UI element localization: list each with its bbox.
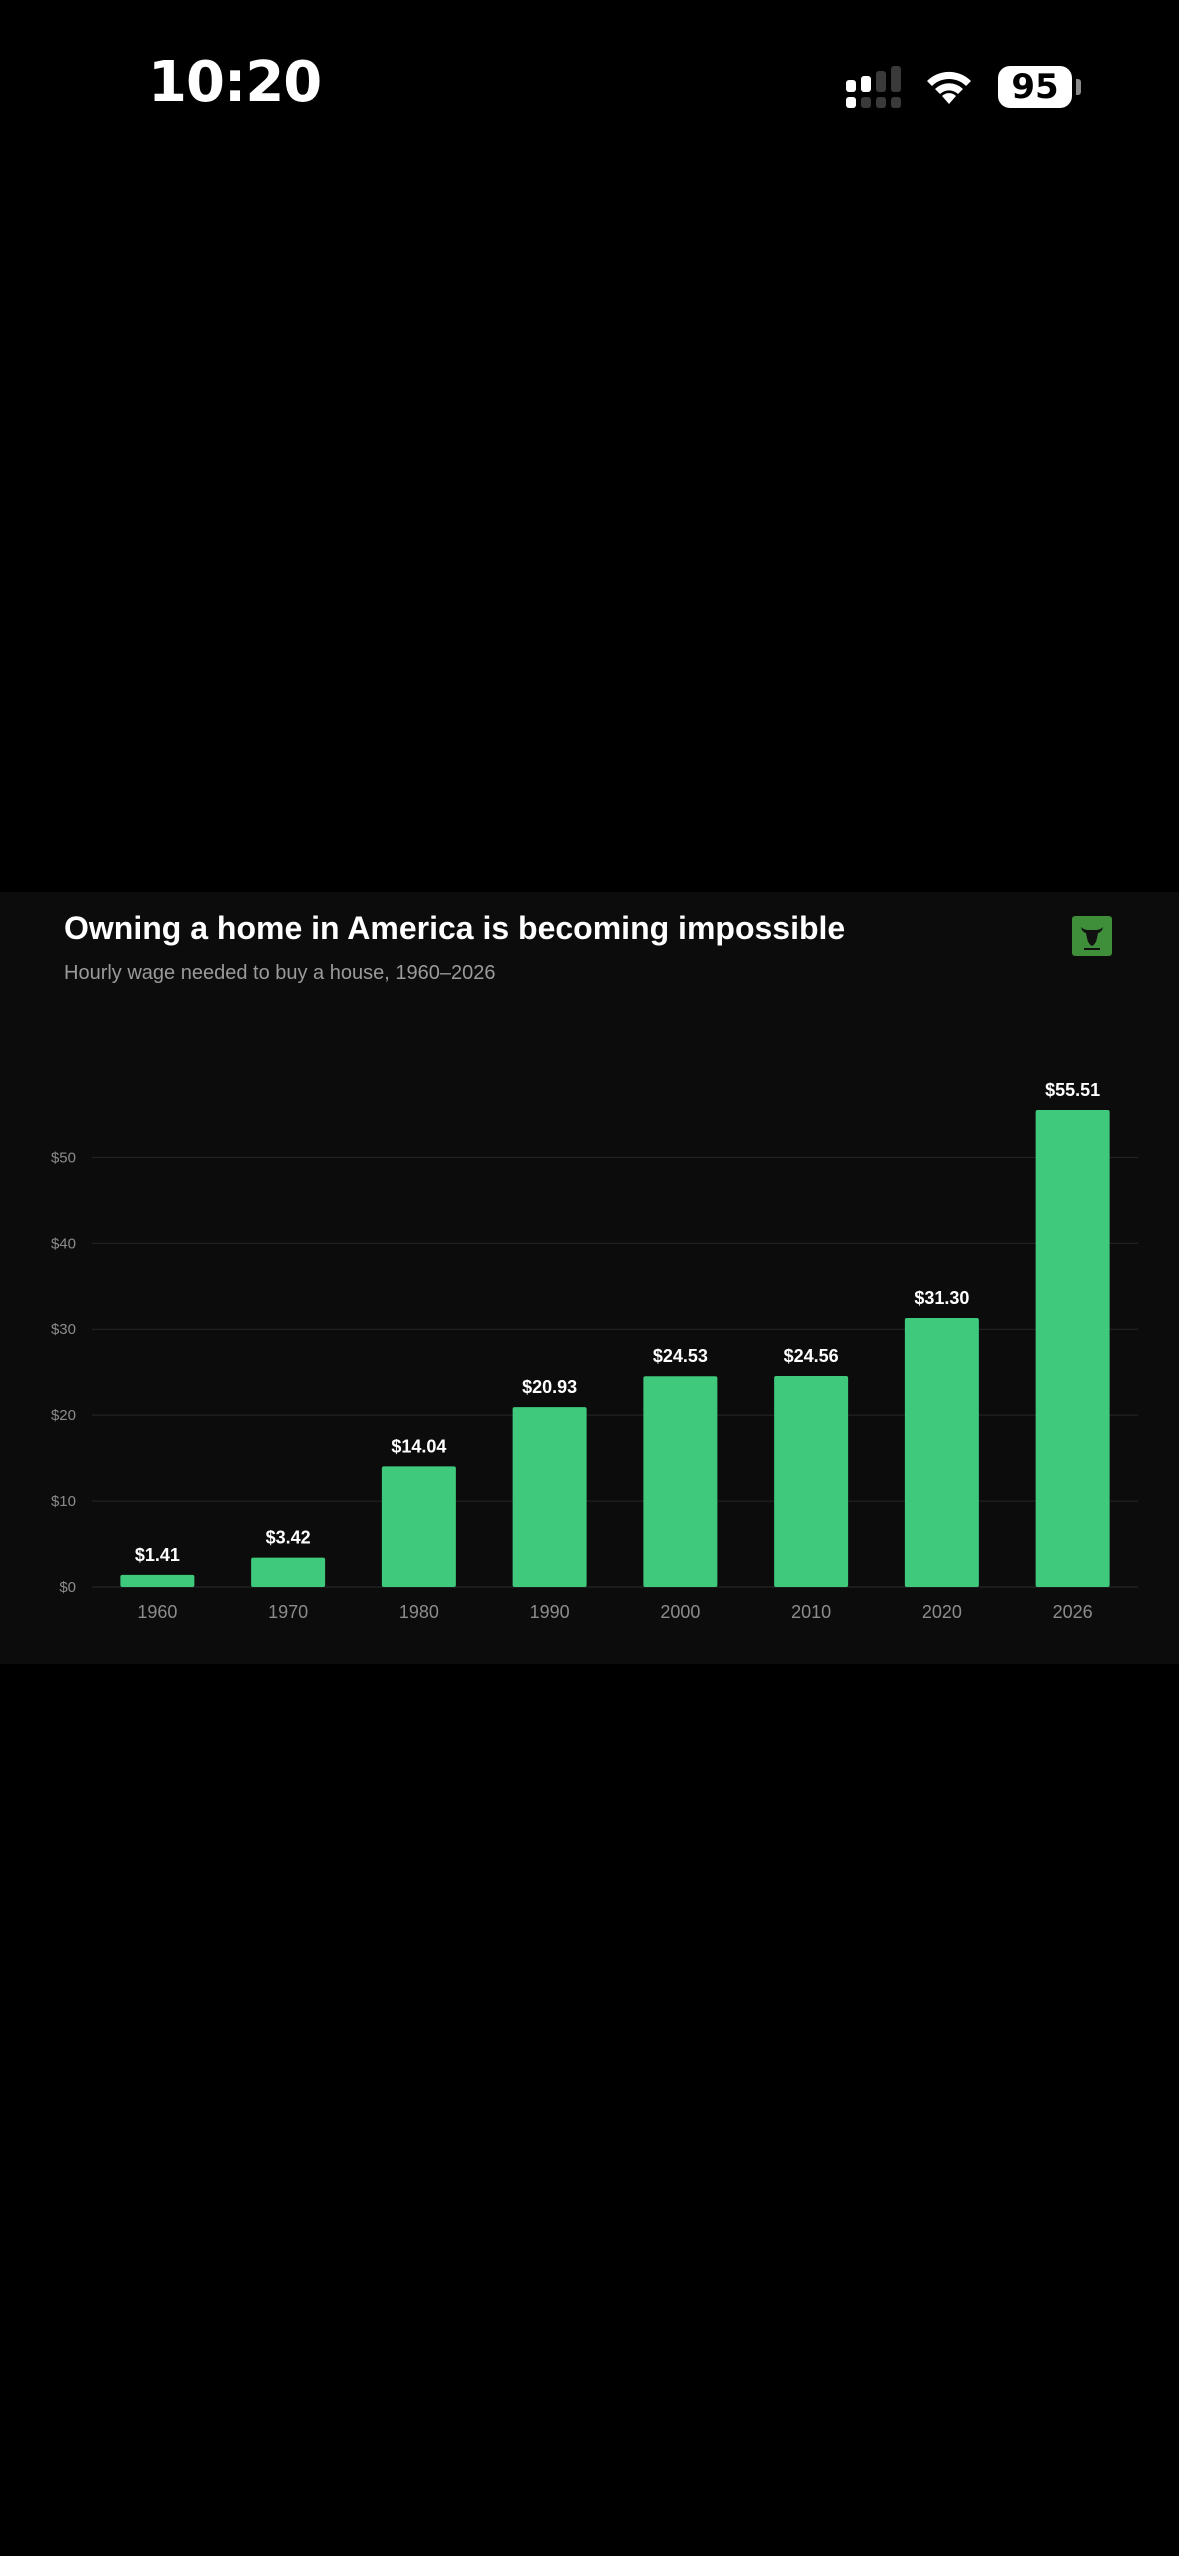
y-tick-label: $30: [51, 1321, 76, 1338]
bull-icon: [1081, 927, 1103, 950]
cellular-signal-icon: [846, 66, 901, 108]
x-tick-label: 2000: [660, 1602, 700, 1622]
battery-cap: [1076, 79, 1081, 95]
data-label: $24.56: [784, 1346, 839, 1366]
bar: [251, 1557, 326, 1587]
bar: [1035, 1110, 1110, 1587]
brand-logo: [1072, 916, 1112, 956]
y-tick-label: $10: [51, 1493, 76, 1510]
status-time: 10:20: [148, 50, 322, 115]
data-label: $24.53: [653, 1346, 708, 1366]
data-label: $31.30: [914, 1288, 969, 1308]
data-label: $20.93: [522, 1377, 577, 1397]
bar: [120, 1574, 195, 1587]
y-tick-label: $20: [51, 1407, 76, 1424]
chart-card: Owning a home in America is becoming imp…: [0, 892, 1179, 1664]
bar: [643, 1376, 718, 1587]
battery-icon: 95: [998, 66, 1081, 108]
bar: [381, 1466, 456, 1587]
battery-level: 95: [998, 66, 1072, 108]
chart-title: Owning a home in America is becoming imp…: [64, 910, 846, 946]
x-tick-label: 1980: [399, 1602, 439, 1622]
x-tick-label: 1970: [268, 1602, 308, 1622]
x-tick-label: 1960: [137, 1602, 177, 1622]
bar: [904, 1318, 979, 1587]
x-tick-label: 1990: [530, 1602, 570, 1622]
data-label: $1.41: [135, 1545, 180, 1565]
x-tick-label: 2020: [922, 1602, 962, 1622]
x-tick-label: 2010: [791, 1602, 831, 1622]
data-label: $55.51: [1045, 1080, 1100, 1100]
bar-chart: $0 $10 $20 $30 $40 $50 $1.41 1960 $3.42 1970 $14.0…: [51, 1080, 1138, 1622]
status-bar: 10:20 95: [0, 0, 1179, 170]
y-tick-label: $0: [59, 1579, 76, 1596]
chart-subtitle: Hourly wage needed to buy a house, 1960–…: [64, 962, 496, 984]
y-tick-label: $50: [51, 1149, 76, 1166]
wifi-icon: [927, 71, 971, 104]
x-tick-label: 2026: [1053, 1602, 1093, 1622]
data-label: $14.04: [391, 1436, 446, 1456]
data-label: $3.42: [266, 1528, 311, 1548]
bar: [774, 1375, 849, 1587]
y-tick-label: $40: [51, 1235, 76, 1252]
bar: [512, 1407, 587, 1587]
